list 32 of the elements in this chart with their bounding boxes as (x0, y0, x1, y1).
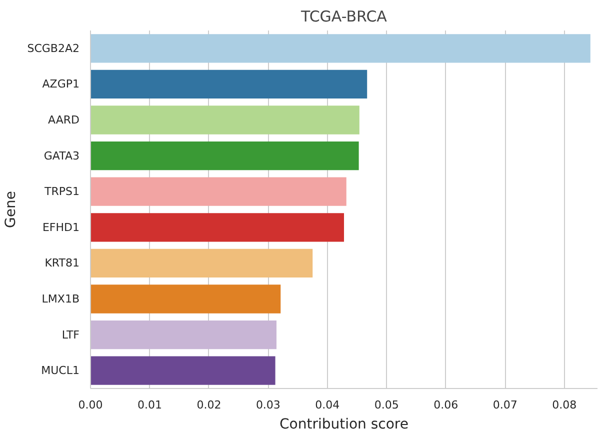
bar (90, 34, 590, 63)
y-axis-title: Gene (3, 191, 20, 228)
bar (90, 141, 359, 170)
bar (90, 70, 368, 99)
y-tick-label: LTF (62, 328, 80, 342)
x-tick-label: 0.01 (137, 398, 162, 412)
x-tick-label: 0.05 (374, 398, 399, 412)
chart-title: TCGA-BRCA (300, 8, 388, 26)
y-tick-label: SCGB2A2 (27, 42, 80, 55)
bar (90, 356, 276, 385)
bar (90, 284, 281, 314)
x-axis-title: Contribution score (280, 416, 409, 432)
y-tick-label: AZGP1 (42, 78, 80, 91)
bar (90, 177, 346, 206)
x-tick-label: 0.07 (492, 398, 518, 412)
y-tick-label: AARD (48, 114, 80, 126)
x-tick-label: 0.08 (552, 398, 577, 412)
y-tick-label: TRPS1 (44, 185, 80, 198)
x-tick-label: 0.06 (434, 398, 458, 412)
x-tick-label: 0.02 (196, 398, 222, 412)
y-tick-label: EFHD1 (42, 220, 80, 234)
y-tick-label: GATA3 (44, 149, 80, 162)
y-tick-label: KRT81 (44, 256, 80, 270)
y-tick-label: MUCL1 (41, 364, 80, 378)
bar (90, 248, 313, 278)
bar (90, 320, 276, 350)
bar (90, 213, 344, 242)
bar (90, 106, 360, 134)
y-tick-label: LMX1B (42, 292, 80, 306)
x-tick-label: 0.04 (315, 398, 340, 412)
x-tick-label: 0.03 (256, 398, 280, 412)
x-tick-label: 0.00 (78, 398, 103, 412)
